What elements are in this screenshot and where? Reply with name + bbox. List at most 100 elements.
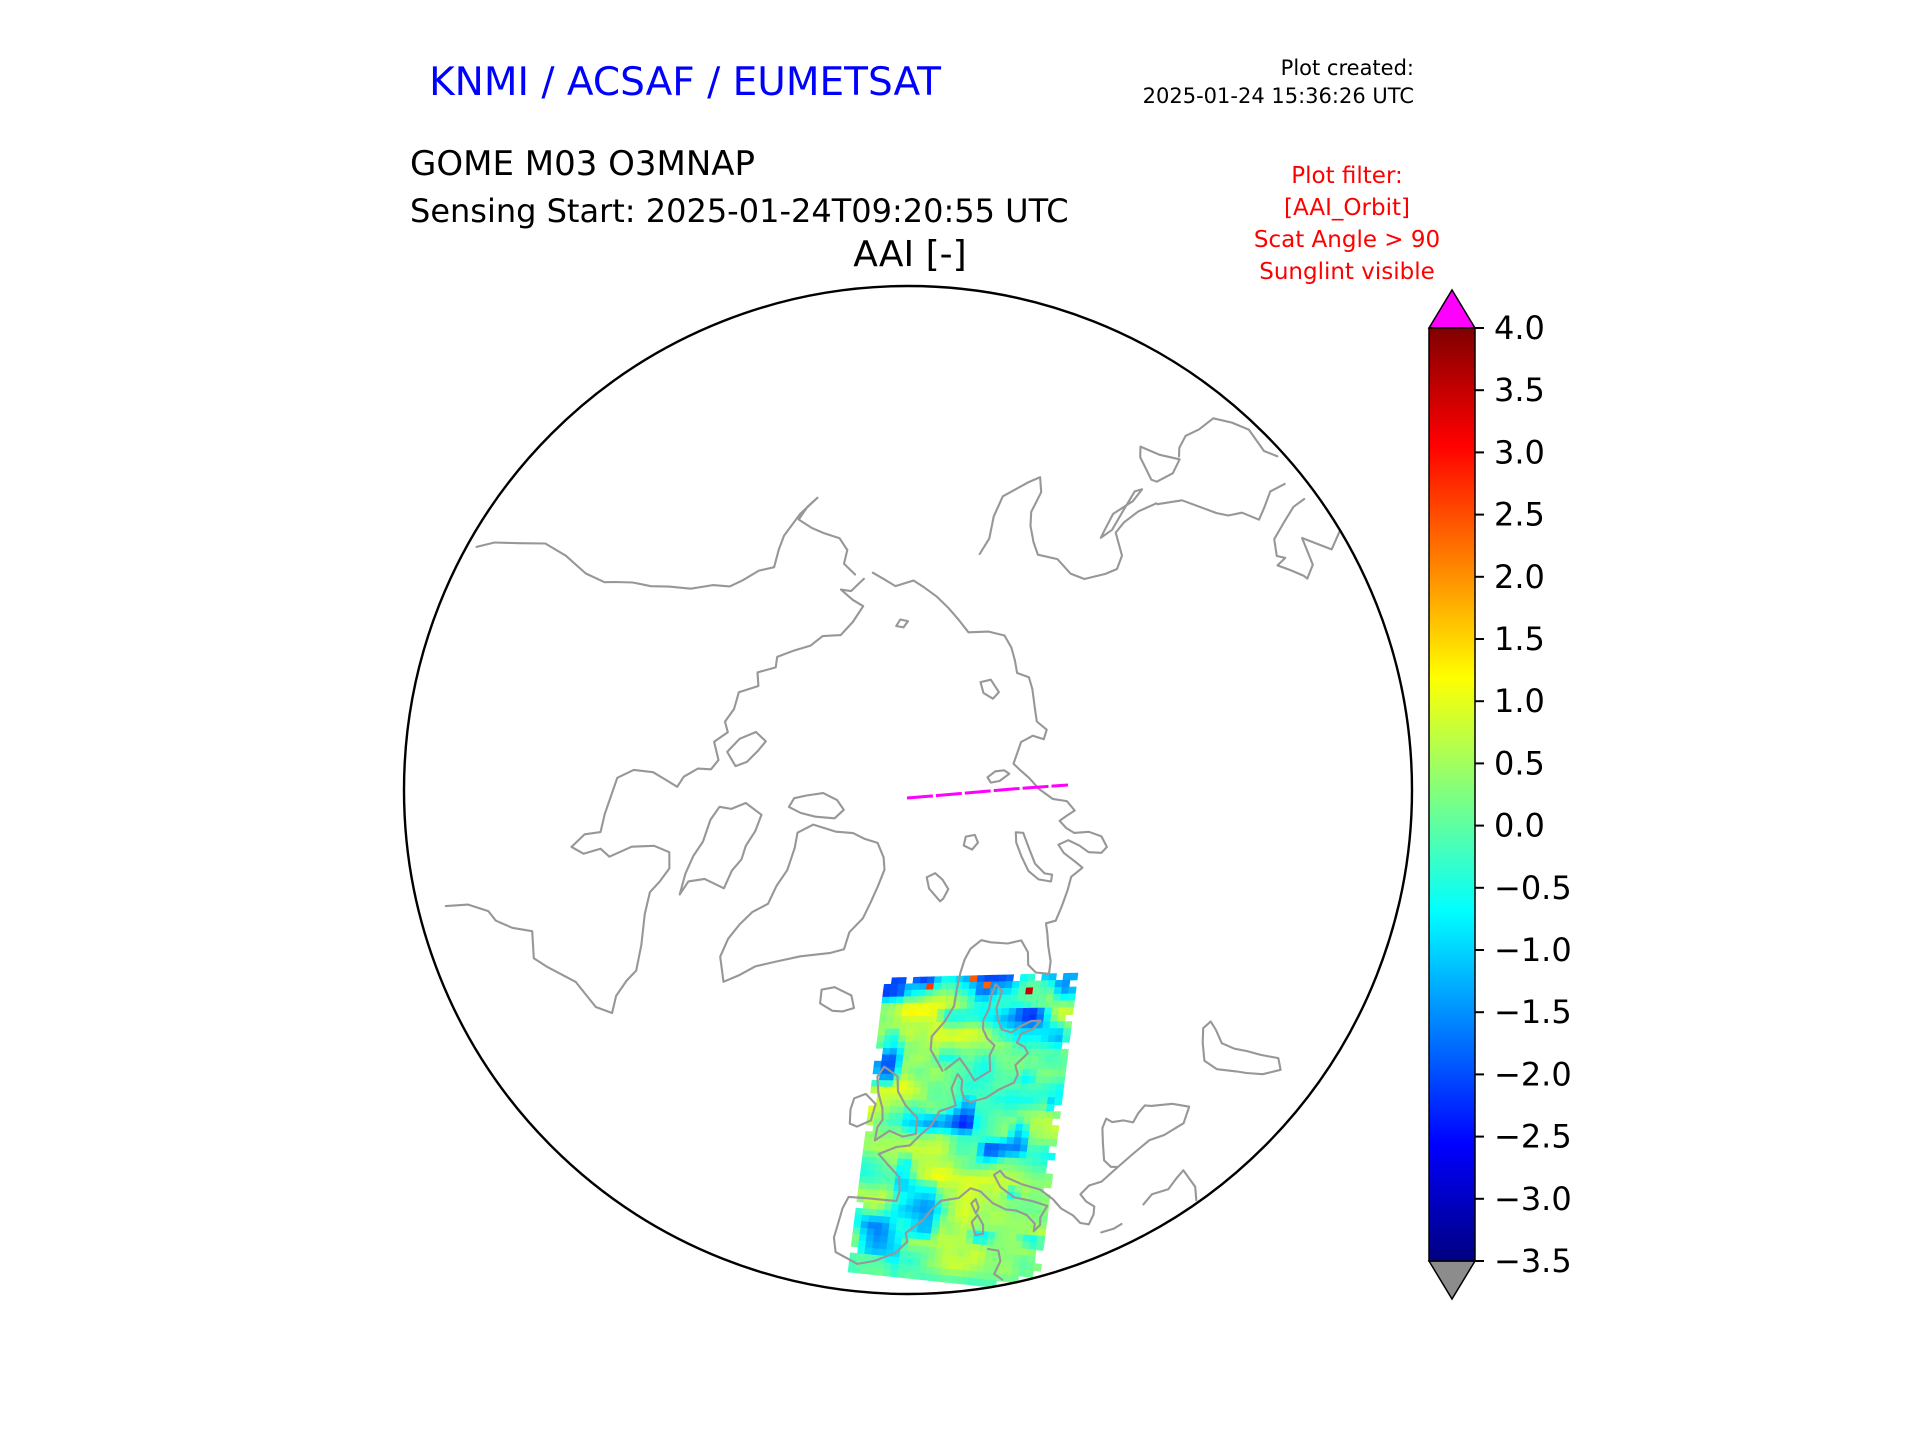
swath-pixel [983, 1149, 992, 1158]
swath-pixel [1034, 1028, 1043, 1036]
swath-pixel [864, 1189, 873, 1197]
swath-pixel [909, 1172, 918, 1180]
swath-pixel [918, 1272, 927, 1281]
swath-pixel [911, 1100, 920, 1108]
swath-pixel [1018, 1268, 1027, 1278]
swath-pixel [900, 1184, 910, 1193]
swath-pixel [1021, 1075, 1030, 1084]
swath-pixel [896, 1158, 906, 1167]
swath-pixel [919, 1087, 929, 1095]
swath-pixel [997, 1035, 1007, 1043]
swath-pixel [883, 983, 892, 992]
swath-pixel [946, 1048, 955, 1056]
coastline-wrangel-island [895, 618, 910, 629]
swath-pixel [966, 1115, 975, 1123]
swath-pixel [902, 1054, 912, 1062]
swath-pixel [960, 988, 970, 997]
swath-pixel [880, 1170, 890, 1179]
swath-pixel [921, 1186, 931, 1195]
swath-pixel [997, 1266, 1006, 1275]
swath-pixel [895, 1223, 905, 1232]
swath-pixel [939, 1101, 949, 1109]
swath-pixel [935, 1187, 945, 1196]
swath-pixel [890, 1263, 900, 1272]
swath-pixel [905, 1198, 915, 1207]
swath-pixel [865, 1182, 874, 1191]
swath-pixel [906, 1080, 916, 1088]
swath-pixel [889, 1099, 899, 1108]
swath-pixel [900, 1126, 910, 1134]
swath-pixel [882, 1099, 892, 1107]
swath-pixel [924, 1166, 933, 1175]
swath-pixel [983, 1258, 993, 1267]
swath-pixel [994, 1232, 1003, 1241]
swath-pixel [950, 1015, 959, 1023]
coastline-franz-josef-land [962, 833, 980, 851]
swath-pixel [911, 1093, 921, 1102]
swath-pixel [921, 1015, 931, 1023]
swath-pixel [941, 1140, 951, 1149]
swath-pixel [980, 1055, 990, 1063]
swath-pixel [1038, 1166, 1047, 1175]
swath-pixel [968, 981, 978, 990]
swath-pixel [937, 1114, 947, 1122]
swath-pixel [939, 1274, 948, 1283]
swath-pixel [938, 1167, 947, 1176]
swath-pixel [973, 1055, 983, 1063]
swath-pixel [955, 1141, 965, 1150]
swath-pixel [924, 995, 933, 1004]
swath-pixel [869, 1208, 878, 1217]
swath-pixel [1033, 980, 1042, 989]
swath-pixel [985, 1075, 995, 1083]
swath-pixel [992, 1136, 1001, 1145]
swath-pixel [1056, 1076, 1066, 1085]
swath-pixel [933, 1147, 943, 1155]
colorbar-tick-label: 4.0 [1494, 309, 1545, 347]
colorbar-tick-label: 2.5 [1494, 496, 1545, 534]
swath-pixel [901, 1119, 911, 1128]
swath-pixel [973, 1169, 983, 1178]
swath-pixel [954, 1094, 964, 1103]
swath-pixel [878, 1190, 888, 1198]
swath-pixel [857, 1188, 866, 1197]
swath-pixel [970, 1081, 980, 1090]
swath-pixel [960, 1276, 969, 1285]
swath-pixel [920, 1139, 930, 1148]
swath-pixel [959, 1168, 969, 1177]
swath-pixel [934, 1140, 944, 1149]
swath-pixel [1048, 1028, 1058, 1036]
swath-pixel [947, 1147, 957, 1156]
swath-pixel [967, 988, 977, 997]
swath-pixel [1020, 1137, 1030, 1146]
swath-pixel [999, 1246, 1009, 1255]
swath-pixel [939, 1041, 949, 1050]
swath-pixel [935, 1074, 945, 1082]
swath-pixel [982, 1156, 992, 1165]
swath-pixel [962, 1256, 972, 1265]
plot-filter-line: [AAI_Orbit] [1284, 195, 1410, 221]
swath-pixel [950, 1241, 959, 1250]
swath-pixel [955, 1255, 965, 1265]
swath-pixel [867, 1221, 876, 1230]
swath-pixel [939, 989, 949, 997]
swath-pixel [974, 1223, 983, 1232]
swath-pixel [926, 1259, 936, 1268]
swath-pixel [1007, 1068, 1017, 1077]
swath-pixel [1040, 980, 1049, 988]
swath-pixel [895, 1112, 904, 1121]
swath-pixel [960, 1101, 970, 1110]
swath-pixel [892, 1080, 901, 1088]
swath-pixel [882, 1216, 891, 1225]
swath-pixel [897, 1035, 907, 1043]
swath-pixel [1032, 1042, 1042, 1050]
swath-pixel [1022, 1123, 1031, 1132]
swath-pixel [874, 1163, 884, 1172]
swath-pixel [1025, 987, 1034, 996]
swath-pixel [915, 1009, 925, 1017]
swath-pixel [1021, 1069, 1031, 1077]
swath-pixel [1005, 1260, 1014, 1269]
swath-pixel [959, 1114, 968, 1123]
swath-pixel [1000, 1123, 1010, 1131]
swath-pixel [985, 1136, 994, 1144]
swath-pixel [946, 1161, 955, 1169]
